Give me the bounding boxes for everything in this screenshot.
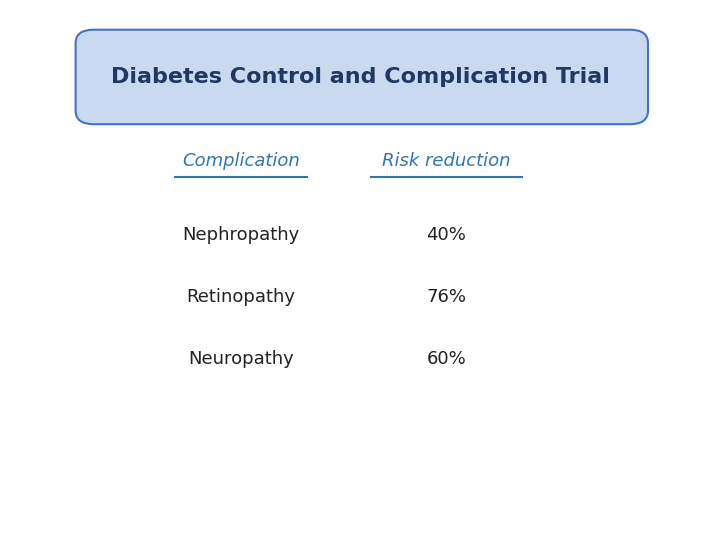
Text: Retinopathy: Retinopathy [186, 288, 296, 306]
Text: Risk reduction: Risk reduction [382, 152, 510, 170]
Text: 60%: 60% [426, 350, 467, 368]
Text: Neuropathy: Neuropathy [189, 350, 294, 368]
Text: 76%: 76% [426, 288, 467, 306]
Text: Nephropathy: Nephropathy [183, 226, 300, 244]
FancyBboxPatch shape [76, 30, 648, 124]
Text: 40%: 40% [426, 226, 467, 244]
Text: Complication: Complication [182, 152, 300, 170]
Text: Diabetes Control and Complication Trial: Diabetes Control and Complication Trial [111, 67, 609, 87]
